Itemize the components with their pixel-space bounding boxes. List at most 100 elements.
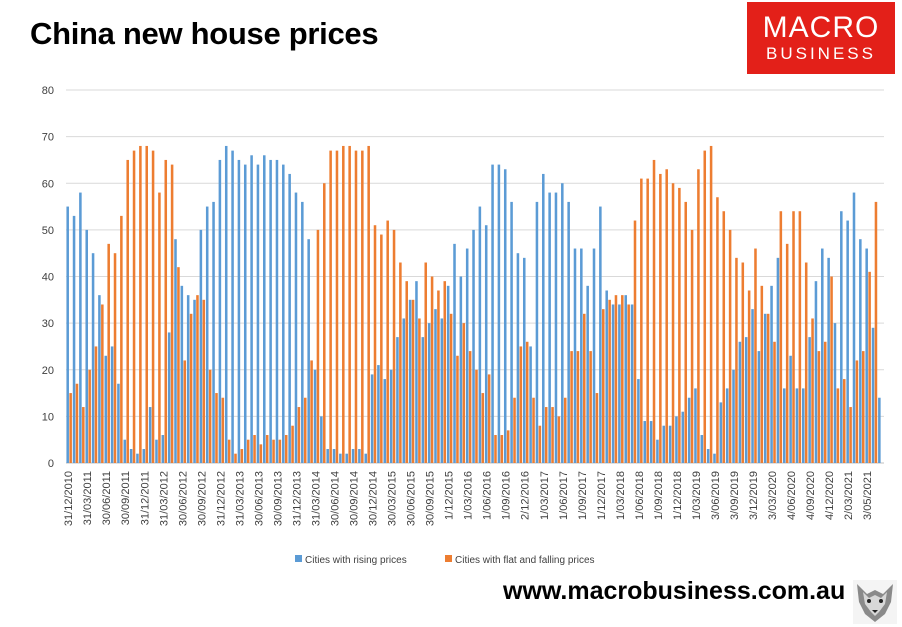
bar — [332, 449, 336, 463]
x-tick-label: 30/09/2015 — [425, 471, 437, 526]
bar — [500, 435, 504, 463]
bar — [250, 155, 253, 463]
bar — [310, 360, 313, 463]
bar — [586, 285, 589, 463]
x-tick-label: 2/12/2016 — [520, 471, 532, 520]
bar — [335, 150, 339, 464]
bar — [836, 388, 840, 463]
bar — [72, 215, 76, 463]
bar — [478, 206, 482, 463]
bar — [713, 453, 716, 463]
bar — [240, 449, 244, 463]
bar — [323, 183, 326, 463]
bar — [132, 150, 136, 464]
bar — [79, 192, 82, 463]
bar — [804, 262, 808, 463]
bar — [557, 416, 561, 464]
x-tick-label: 31/12/2012 — [215, 471, 227, 526]
bar — [808, 337, 811, 463]
bar — [503, 169, 507, 463]
bar — [497, 164, 501, 463]
bar — [98, 295, 101, 463]
wolf-head-icon — [853, 580, 897, 624]
bar — [561, 183, 564, 463]
bar — [221, 397, 225, 463]
bar — [345, 453, 348, 463]
x-tick-label: 30/03/2015 — [387, 471, 399, 526]
x-tick-label: 2/03/2021 — [843, 471, 855, 520]
bar — [573, 248, 577, 463]
x-tick-label: 4/12/2020 — [824, 471, 836, 520]
bar — [383, 379, 387, 463]
y-tick-label: 80 — [42, 85, 54, 97]
bar — [424, 262, 428, 463]
bar — [282, 164, 285, 463]
x-tick-label: 30/06/2012 — [177, 471, 189, 526]
bar — [193, 299, 196, 463]
bar — [776, 257, 780, 463]
bar — [491, 164, 494, 463]
bar — [303, 397, 307, 463]
bar — [265, 435, 269, 463]
bar — [199, 229, 203, 464]
bar — [868, 271, 871, 463]
bar — [763, 313, 767, 463]
bar — [633, 220, 637, 463]
bar — [519, 346, 523, 463]
bar — [113, 253, 117, 463]
bar — [205, 206, 209, 463]
bar — [256, 164, 260, 463]
bar — [348, 145, 351, 463]
bar — [576, 351, 580, 463]
x-tick-label: 30/09/2012 — [196, 471, 208, 526]
bar — [91, 253, 95, 463]
x-tick-label: 1/09/2016 — [501, 471, 513, 520]
bar — [668, 425, 672, 463]
bar — [126, 159, 129, 463]
bar — [288, 173, 291, 463]
x-tick-label: 1/03/2019 — [691, 471, 703, 520]
bar — [104, 355, 108, 463]
bar — [602, 309, 605, 463]
bar — [751, 309, 754, 463]
x-tick-label: 1/06/2017 — [558, 471, 570, 520]
bar — [770, 285, 773, 463]
bar — [418, 318, 421, 463]
bar — [506, 430, 510, 463]
bar — [744, 337, 748, 463]
bar — [164, 159, 168, 463]
y-tick-label: 70 — [42, 132, 54, 144]
bar — [373, 225, 377, 463]
footer-url[interactable]: www.macrobusiness.com.au — [503, 577, 846, 605]
bar — [766, 313, 770, 463]
bar — [700, 435, 704, 463]
bar — [795, 388, 799, 463]
bar — [580, 248, 583, 463]
bar — [269, 159, 272, 463]
x-tick-label: 3/09/2019 — [729, 471, 741, 520]
bar — [329, 150, 332, 464]
bar — [101, 304, 104, 463]
x-tick-label: 1/06/2016 — [482, 471, 494, 520]
bar — [177, 267, 180, 463]
bar — [656, 439, 659, 463]
bar — [396, 337, 399, 463]
bar — [462, 323, 466, 464]
bar — [284, 435, 288, 463]
bar — [215, 393, 218, 463]
bar — [405, 281, 408, 463]
bar — [155, 439, 158, 463]
bar — [88, 369, 91, 463]
x-tick-label: 1/12/2017 — [596, 471, 608, 520]
x-tick-label: 3/12/2019 — [748, 471, 760, 520]
bar — [821, 248, 824, 463]
bar — [212, 201, 215, 463]
bar — [618, 304, 621, 463]
bar — [646, 178, 649, 463]
bar — [510, 201, 513, 463]
bar — [272, 439, 275, 463]
bar — [833, 323, 837, 464]
bar — [380, 234, 383, 463]
bar — [399, 262, 402, 463]
bar — [874, 201, 878, 463]
